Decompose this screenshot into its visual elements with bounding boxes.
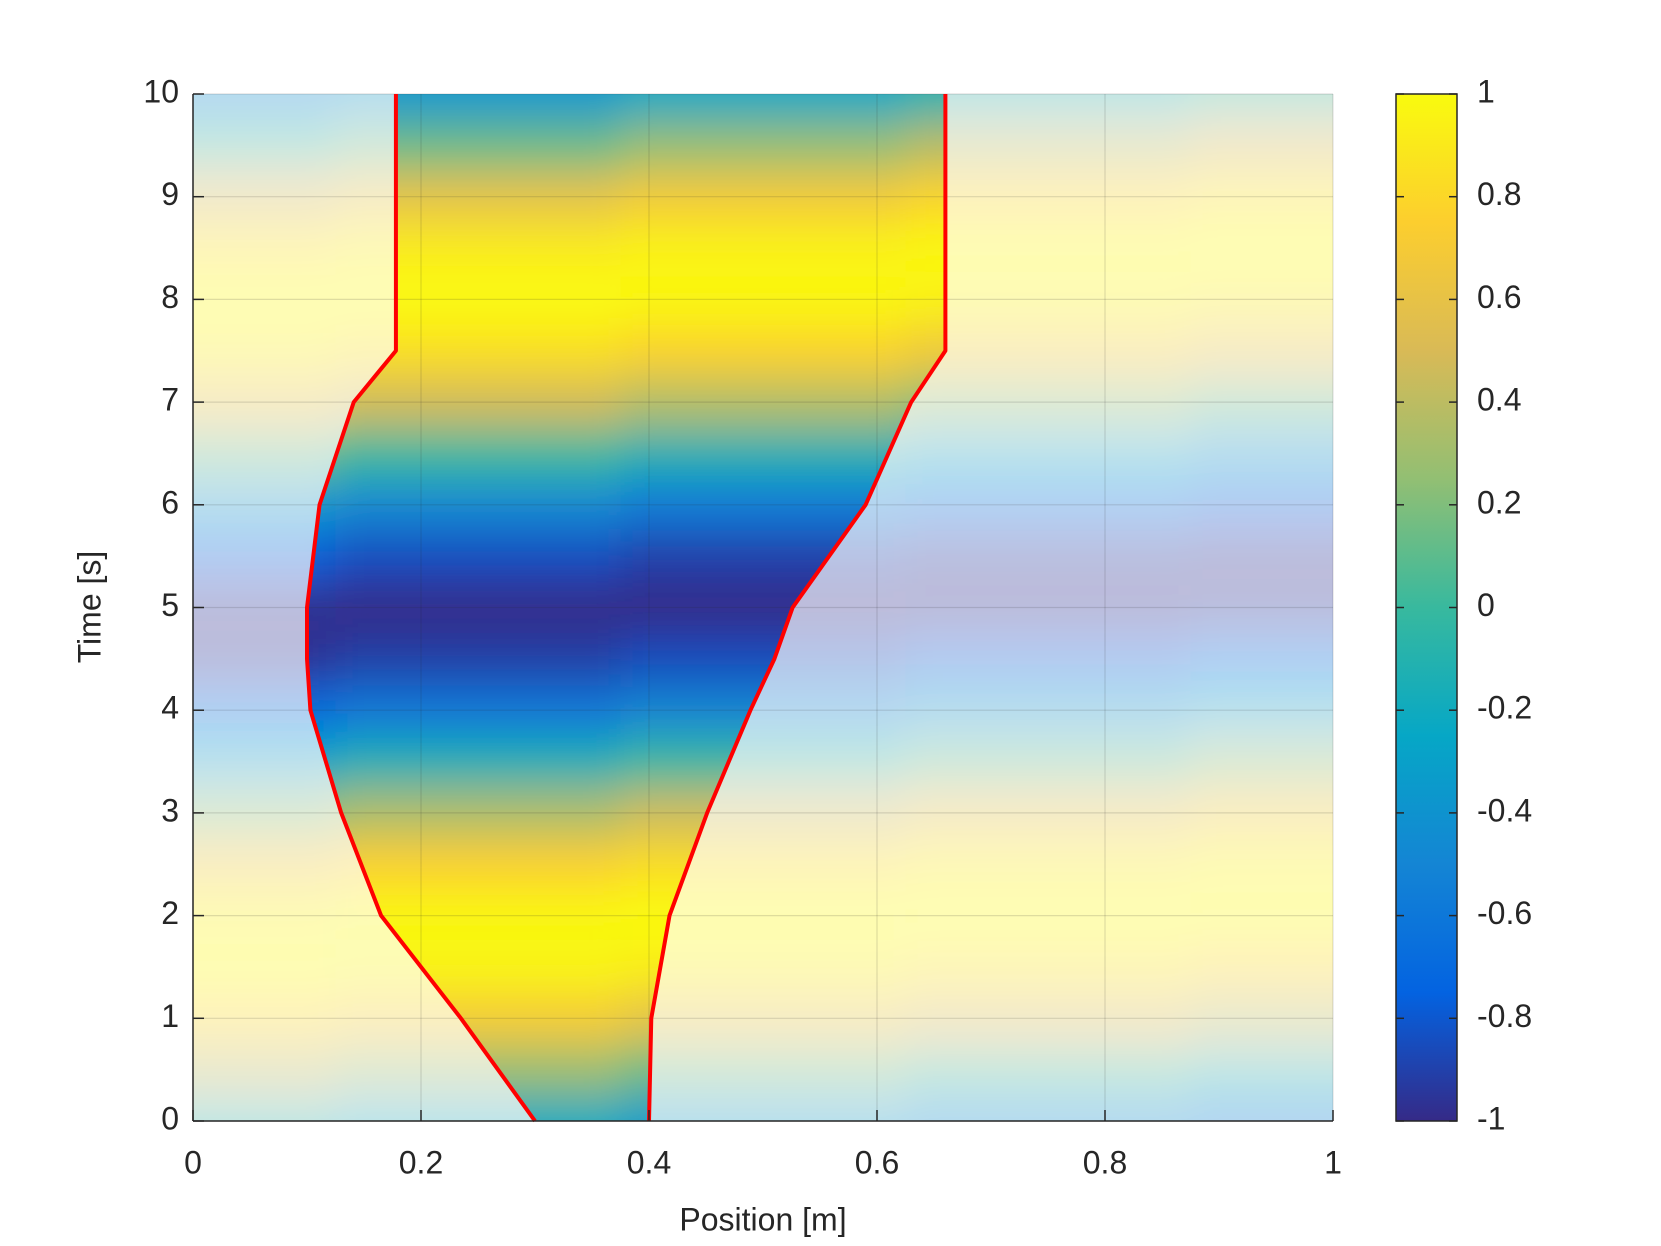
y-tick-label: 3	[161, 792, 179, 828]
heat-cell	[335, 633, 621, 686]
y-tick-label: 4	[161, 690, 179, 726]
heat-cell	[620, 325, 906, 377]
colorbar	[1395, 93, 1458, 1122]
y-tick-label: 5	[161, 587, 179, 623]
y-tick-label: 10	[143, 73, 179, 109]
heat-cell	[620, 222, 906, 275]
colorbar-tick-label: -1	[1477, 1100, 1505, 1136]
heat-cell	[335, 735, 621, 788]
heat-cell	[335, 479, 621, 531]
heat-cell	[620, 427, 906, 480]
outside-fade	[193, 94, 1333, 1121]
colorbar-tick-label: 0	[1477, 587, 1495, 623]
x-tick-label: 0	[184, 1144, 202, 1180]
y-tick-label: 6	[161, 484, 179, 520]
x-tick-label: 0.8	[1083, 1144, 1127, 1180]
y-axis-label: Time [s]	[71, 551, 107, 664]
colorbar-tick-label: -0.2	[1477, 690, 1532, 726]
heat-cell	[335, 684, 621, 737]
x-tick-label: 0.2	[399, 1144, 443, 1180]
colorbar-tick-label: 0.4	[1477, 382, 1521, 418]
heat-cell	[335, 787, 621, 840]
x-axis-label: Position [m]	[679, 1201, 846, 1237]
colorbar-tick-label: 0.8	[1477, 176, 1521, 212]
heat-cell	[620, 273, 906, 326]
colorbar-tick-label: -0.4	[1477, 792, 1532, 828]
colorbar-tick-label: 0.2	[1477, 484, 1521, 520]
boundary-left	[305, 94, 537, 1123]
y-tick-label: 1	[161, 998, 179, 1034]
boundary-right	[647, 94, 948, 1122]
heat-cell	[620, 171, 906, 223]
y-tick-label: 2	[161, 895, 179, 931]
heat-cell	[335, 427, 621, 480]
y-tick-label: 0	[161, 1100, 179, 1136]
x-tick-label: 0.6	[855, 1144, 899, 1180]
y-tick-label: 8	[161, 279, 179, 315]
heat-cell	[620, 94, 906, 121]
x-tick-label: 1	[1324, 1144, 1342, 1180]
y-tick-label: 9	[161, 176, 179, 212]
colorbar-tick-label: 0.6	[1477, 279, 1521, 315]
heat-cell	[620, 119, 906, 172]
heat-cell	[335, 530, 621, 583]
heat-cell	[335, 581, 621, 634]
colorbar-tick-label: -0.8	[1477, 998, 1532, 1034]
colorbar-tick-label: 1	[1477, 73, 1495, 109]
x-tick-label: 0.4	[627, 1144, 671, 1180]
heat-cell	[335, 376, 621, 429]
colorbar-tick-label: -0.6	[1477, 895, 1532, 931]
heat-cell	[620, 376, 906, 429]
y-tick-label: 7	[161, 382, 179, 418]
heat-cell	[335, 838, 621, 891]
